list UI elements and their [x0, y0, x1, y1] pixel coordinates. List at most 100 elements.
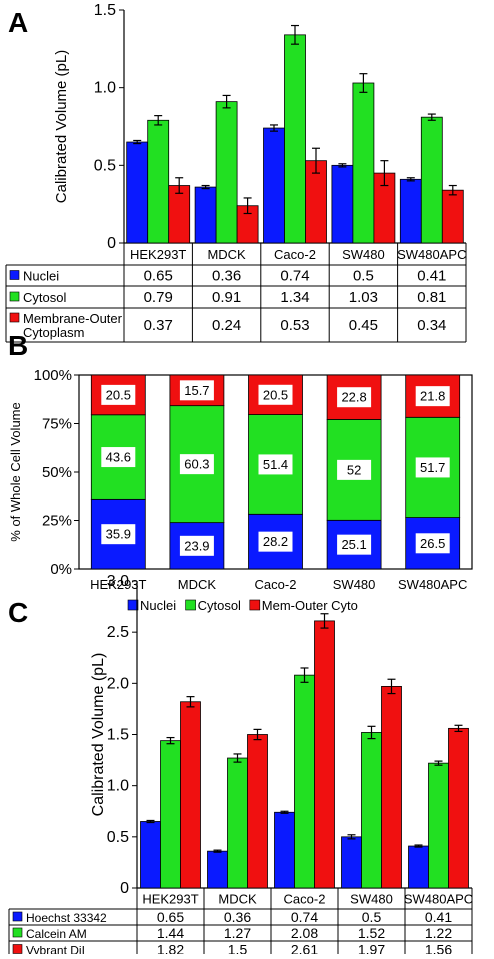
panel-c-table-cell: 0.41	[425, 909, 452, 925]
panel-b-data-label: 25.1	[341, 537, 366, 552]
panel-a-table-cell: 0.79	[144, 289, 173, 306]
panel-b-bar-segment	[405, 374, 461, 418]
panel-b-data-label: 35.9	[106, 527, 131, 542]
panel-c-bar	[247, 734, 268, 889]
panel-a-row-label: Cytosol	[23, 290, 66, 305]
panel-a-y-tick-label: 1.5	[94, 2, 116, 19]
panel-c-bar	[207, 850, 228, 889]
panel-b-data-label-box	[258, 454, 293, 475]
panel-b-data-label: 20.5	[263, 387, 288, 402]
panel-c-bar	[274, 811, 295, 889]
panel-b-data-label: 51.7	[420, 460, 445, 475]
panel-a-table-cell: 0.65	[144, 268, 173, 285]
panel-b-y-tick-label: 0%	[50, 561, 72, 578]
panel-b-y-tick-label: 50%	[42, 464, 72, 481]
panel-b-data-label: 21.8	[420, 389, 445, 404]
panel-b-data-label-box	[101, 524, 136, 545]
panel-a-table-cell: 0.37	[144, 317, 173, 334]
panel-c-bar	[180, 701, 201, 889]
panel-c-table-cell: 1.22	[425, 925, 452, 941]
panel-c-row-label: Hoechst 33342	[26, 911, 107, 925]
panel-c-row-swatch	[12, 911, 23, 922]
panel-a-y-tick-label: 0	[107, 235, 116, 252]
panel-a-bar	[215, 101, 238, 244]
panel-a-table-cell: 0.45	[349, 317, 378, 334]
panel-a-row-swatch	[9, 270, 20, 280]
panel-b-legend-swatch	[127, 599, 139, 611]
panel-b-legend-label: Cytosol	[198, 598, 241, 613]
panel-a-bar	[284, 34, 306, 244]
panel-a-row-label: Nuclei	[23, 269, 59, 284]
panel-a-row-swatch	[9, 312, 20, 323]
panel-b-data-label-box	[101, 384, 136, 405]
panel-b-legend-label: Mem-Outer Cyto	[262, 598, 358, 613]
panel-c-y-tick-label: 2.5	[107, 624, 129, 641]
panel-c-table-cell: 2.61	[291, 942, 318, 955]
panel-c-row-swatch	[12, 944, 23, 954]
panel-b-data-label: 52	[347, 462, 361, 477]
panel-b-y-axis-label: % of Whole Cell Volume	[8, 402, 23, 541]
panel-c-bar	[361, 732, 382, 889]
panel-c-table-cell: 0.74	[291, 909, 318, 925]
panel-a-bar	[126, 141, 149, 244]
panel-c-table-cell: 1.5	[228, 942, 248, 955]
panel-c-row-label: Calcein AM	[26, 927, 87, 941]
panel-a-table-cell: 0.36	[212, 268, 241, 285]
panel-c-bar	[408, 845, 429, 889]
panel-b-bar-segment	[90, 374, 146, 416]
panel-c-x-tick-label: HEK293T	[142, 892, 198, 907]
panel-c-y-axis-label: Calibrated Volume (pL)	[90, 653, 107, 817]
panel-c-x-tick-label: SW480APC	[404, 892, 473, 907]
panel-c-y-tick-label: 0.5	[107, 829, 129, 846]
panel-b-y-tick-label: 75%	[42, 416, 72, 433]
panel-c-bar	[341, 836, 362, 889]
panel-c-y-tick-label: 1.5	[107, 727, 129, 744]
panel-c-table-cell: 0.65	[157, 909, 184, 925]
panel-a-bar	[399, 178, 422, 244]
panel-c-table-cell: 1.52	[358, 925, 385, 941]
panel-c-table-cell: 1.44	[157, 925, 184, 941]
panel-label-b: B	[8, 330, 28, 361]
panel-b-data-label-box	[415, 533, 450, 554]
panel-c-table-cell: 1.27	[224, 925, 251, 941]
panel-a-row-label: Membrane-Outer	[23, 311, 123, 326]
panel-a-table-cell: 0.53	[280, 317, 309, 334]
panel-a-row-label: Cytoplasm	[23, 325, 84, 340]
panel-c-row-swatch	[12, 927, 23, 938]
panel-a-table-cell: 1.34	[280, 289, 309, 306]
panel-a-x-tick-label: MDCK	[207, 247, 246, 262]
panel-b-data-label: 60.3	[184, 457, 209, 472]
panel-a-x-tick-label: SW480	[342, 247, 385, 262]
panel-c-y-tick-label: 2.0	[107, 675, 129, 692]
panel-b-legend-label: Nuclei	[140, 598, 176, 613]
panel-a-bar	[331, 164, 354, 244]
panel-a-bar	[147, 119, 170, 244]
panel-c-table-cell: 0.5	[362, 909, 382, 925]
panel-c-table-cell: 1.56	[425, 942, 452, 955]
panel-b-y-tick-label: 25%	[42, 513, 72, 530]
panel-b-x-tick-label: Caco-2	[255, 577, 297, 592]
panel-c-bar	[294, 674, 315, 889]
panel-b-data-label-box	[179, 454, 214, 475]
panel-a-y-tick-label: 1.0	[94, 80, 116, 97]
panel-a-table-cell: 0.24	[212, 317, 241, 334]
panel-c-bar	[448, 727, 469, 889]
panel-c-bar	[314, 620, 335, 889]
panel-a-y-axis-label: Calibrated Volume (pL)	[53, 50, 70, 203]
panel-a-bar	[263, 127, 285, 244]
panel-b-data-label: 15.7	[184, 383, 209, 398]
panel-b-data-label: 26.5	[420, 536, 445, 551]
panel-c-table-cell: 2.08	[291, 925, 318, 941]
panel-a-table-cell: 0.74	[280, 268, 309, 285]
panel-b-data-label-box	[337, 534, 372, 555]
panel-c-x-tick-label: MDCK	[218, 892, 257, 907]
panel-b-data-label-box	[337, 387, 372, 408]
panel-b-data-label: 23.9	[184, 538, 209, 553]
panel-b-data-label: 20.5	[106, 387, 131, 402]
panel-a-row-swatch	[9, 291, 20, 302]
panel-c-x-tick-label: SW480	[350, 892, 393, 907]
panel-a-x-tick-label: Caco-2	[274, 247, 316, 262]
panel-c-bar	[160, 740, 181, 889]
